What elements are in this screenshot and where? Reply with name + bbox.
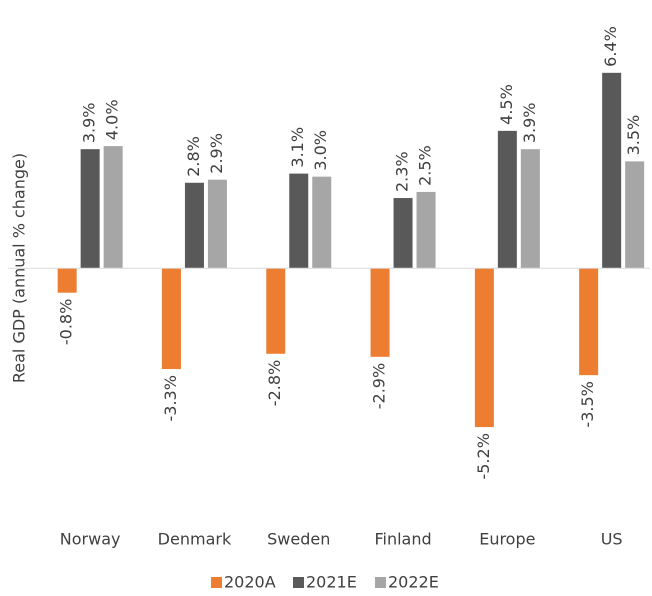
value-label: 3.9% bbox=[520, 103, 539, 144]
value-label: 3.5% bbox=[624, 115, 643, 156]
value-label: 2.8% bbox=[184, 136, 203, 177]
value-label: 4.5% bbox=[497, 84, 516, 125]
bar bbox=[289, 173, 309, 269]
legend-swatch bbox=[211, 577, 222, 588]
bar bbox=[184, 182, 204, 269]
legend-swatch bbox=[293, 577, 304, 588]
legend-label: 2021E bbox=[306, 573, 357, 592]
x-tick-label: Europe bbox=[479, 530, 535, 549]
bar bbox=[520, 149, 540, 269]
value-label: 3.9% bbox=[80, 103, 99, 144]
value-label: -2.9% bbox=[370, 363, 389, 409]
bar bbox=[266, 268, 286, 354]
value-label: -2.8% bbox=[265, 360, 284, 406]
legend-label: 2022E bbox=[388, 573, 439, 592]
bar bbox=[416, 191, 436, 269]
value-label: 2.5% bbox=[416, 145, 435, 186]
value-label: 2.9% bbox=[207, 133, 226, 174]
value-label: 2.3% bbox=[393, 151, 412, 192]
bar bbox=[579, 268, 599, 376]
bar bbox=[370, 268, 390, 357]
legend-swatch bbox=[375, 577, 386, 588]
bar bbox=[57, 268, 77, 293]
value-label: -5.2% bbox=[474, 433, 493, 479]
bar bbox=[80, 149, 100, 269]
x-tick-label: Norway bbox=[60, 530, 121, 549]
value-label: -3.5% bbox=[578, 381, 597, 427]
bar bbox=[602, 72, 622, 269]
x-tick-label: US bbox=[601, 530, 623, 549]
x-tick-label: Sweden bbox=[267, 530, 330, 549]
value-label: 3.1% bbox=[288, 127, 307, 168]
legend-label: 2020A bbox=[224, 573, 276, 592]
value-label: 6.4% bbox=[601, 26, 620, 67]
bar bbox=[474, 268, 494, 428]
bar bbox=[497, 130, 517, 269]
bar bbox=[312, 176, 332, 269]
value-label: 3.0% bbox=[311, 130, 330, 171]
x-tick-label: Finland bbox=[374, 530, 431, 549]
bar bbox=[103, 146, 123, 269]
bar bbox=[625, 161, 645, 269]
value-label: -0.8% bbox=[57, 299, 76, 345]
value-label: 4.0% bbox=[103, 99, 122, 140]
bar bbox=[207, 179, 227, 269]
bar bbox=[161, 268, 181, 370]
value-label: -3.3% bbox=[161, 375, 180, 421]
bar bbox=[393, 198, 413, 269]
x-tick-label: Denmark bbox=[158, 530, 232, 549]
